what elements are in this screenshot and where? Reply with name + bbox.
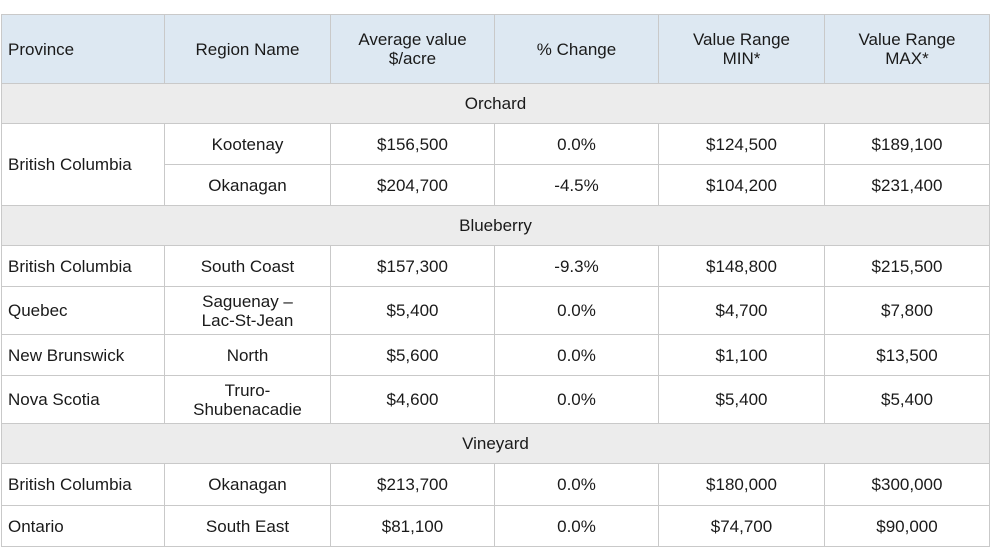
min-value-cell: $148,800 xyxy=(658,245,825,287)
max-value-cell: $13,500 xyxy=(824,334,990,376)
table-row: British Columbia Okanagan $213,700 0.0% … xyxy=(1,463,990,506)
percent-change-cell: -4.5% xyxy=(494,164,659,206)
header-value-range-min: Value Range MIN* xyxy=(658,14,825,84)
max-value-cell: $90,000 xyxy=(824,505,990,547)
region-cell: South Coast xyxy=(164,245,331,287)
land-values-table: Province Region Name Average value $/acr… xyxy=(1,14,990,547)
percent-change-cell: 0.0% xyxy=(494,463,659,506)
min-value-cell: $124,500 xyxy=(658,123,825,165)
header-value-range-max: Value Range MAX* xyxy=(824,14,990,84)
province-cell: British Columbia xyxy=(1,123,165,206)
percent-change-cell: 0.0% xyxy=(494,334,659,376)
section-row-vineyard: Vineyard xyxy=(1,423,990,464)
region-cell: Truro- Shubenacadie xyxy=(164,375,331,424)
percent-change-cell: 0.0% xyxy=(494,123,659,165)
header-average-value: Average value $/acre xyxy=(330,14,495,84)
max-value-cell: $189,100 xyxy=(824,123,990,165)
section-title: Blueberry xyxy=(1,205,990,246)
section-title: Vineyard xyxy=(1,423,990,464)
province-cell: Nova Scotia xyxy=(1,375,165,424)
province-cell: Ontario xyxy=(1,505,165,547)
province-cell: New Brunswick xyxy=(1,334,165,376)
region-cell: South East xyxy=(164,505,331,547)
header-province: Province xyxy=(1,14,165,84)
percent-change-cell: 0.0% xyxy=(494,505,659,547)
average-value-cell: $157,300 xyxy=(330,245,495,287)
section-row-blueberry: Blueberry xyxy=(1,205,990,246)
table-row: British Columbia Kootenay $156,500 0.0% … xyxy=(1,123,990,206)
province-cell: British Columbia xyxy=(1,463,165,506)
max-value-cell: $7,800 xyxy=(824,286,990,335)
min-value-cell: $4,700 xyxy=(658,286,825,335)
region-cell: Kootenay xyxy=(164,123,331,165)
min-value-cell: $74,700 xyxy=(658,505,825,547)
header-region-name: Region Name xyxy=(164,14,331,84)
table-row: Nova Scotia Truro- Shubenacadie $4,600 0… xyxy=(1,375,990,424)
min-value-cell: $104,200 xyxy=(658,164,825,206)
table-row: Quebec Saguenay – Lac-St-Jean $5,400 0.0… xyxy=(1,286,990,335)
region-cell: Okanagan xyxy=(164,164,331,206)
table-container: Province Region Name Average value $/acr… xyxy=(1,14,990,547)
table-row: New Brunswick North $5,600 0.0% $1,100 $… xyxy=(1,334,990,376)
average-value-cell: $204,700 xyxy=(330,164,495,206)
percent-change-cell: 0.0% xyxy=(494,375,659,424)
province-cell: Quebec xyxy=(1,286,165,335)
max-value-cell: $5,400 xyxy=(824,375,990,424)
average-value-cell: $5,600 xyxy=(330,334,495,376)
region-cell: North xyxy=(164,334,331,376)
percent-change-cell: -9.3% xyxy=(494,245,659,287)
average-value-cell: $81,100 xyxy=(330,505,495,547)
section-title: Orchard xyxy=(1,83,990,124)
average-value-cell: $213,700 xyxy=(330,463,495,506)
max-value-cell: $215,500 xyxy=(824,245,990,287)
average-value-cell: $5,400 xyxy=(330,286,495,335)
section-row-orchard: Orchard xyxy=(1,83,990,124)
province-cell: British Columbia xyxy=(1,245,165,287)
percent-change-cell: 0.0% xyxy=(494,286,659,335)
header-row: Province Region Name Average value $/acr… xyxy=(1,14,990,84)
table-row: Ontario South East $81,100 0.0% $74,700 … xyxy=(1,505,990,547)
region-cell: Saguenay – Lac-St-Jean xyxy=(164,286,331,335)
average-value-cell: $156,500 xyxy=(330,123,495,165)
min-value-cell: $5,400 xyxy=(658,375,825,424)
min-value-cell: $180,000 xyxy=(658,463,825,506)
min-value-cell: $1,100 xyxy=(658,334,825,376)
header-percent-change: % Change xyxy=(494,14,659,84)
region-cell: Okanagan xyxy=(164,463,331,506)
max-value-cell: $300,000 xyxy=(824,463,990,506)
average-value-cell: $4,600 xyxy=(330,375,495,424)
table-row: Okanagan $204,700 -4.5% $104,200 $231,40… xyxy=(2,164,990,206)
table-row: British Columbia South Coast $157,300 -9… xyxy=(1,245,990,287)
max-value-cell: $231,400 xyxy=(824,164,990,206)
